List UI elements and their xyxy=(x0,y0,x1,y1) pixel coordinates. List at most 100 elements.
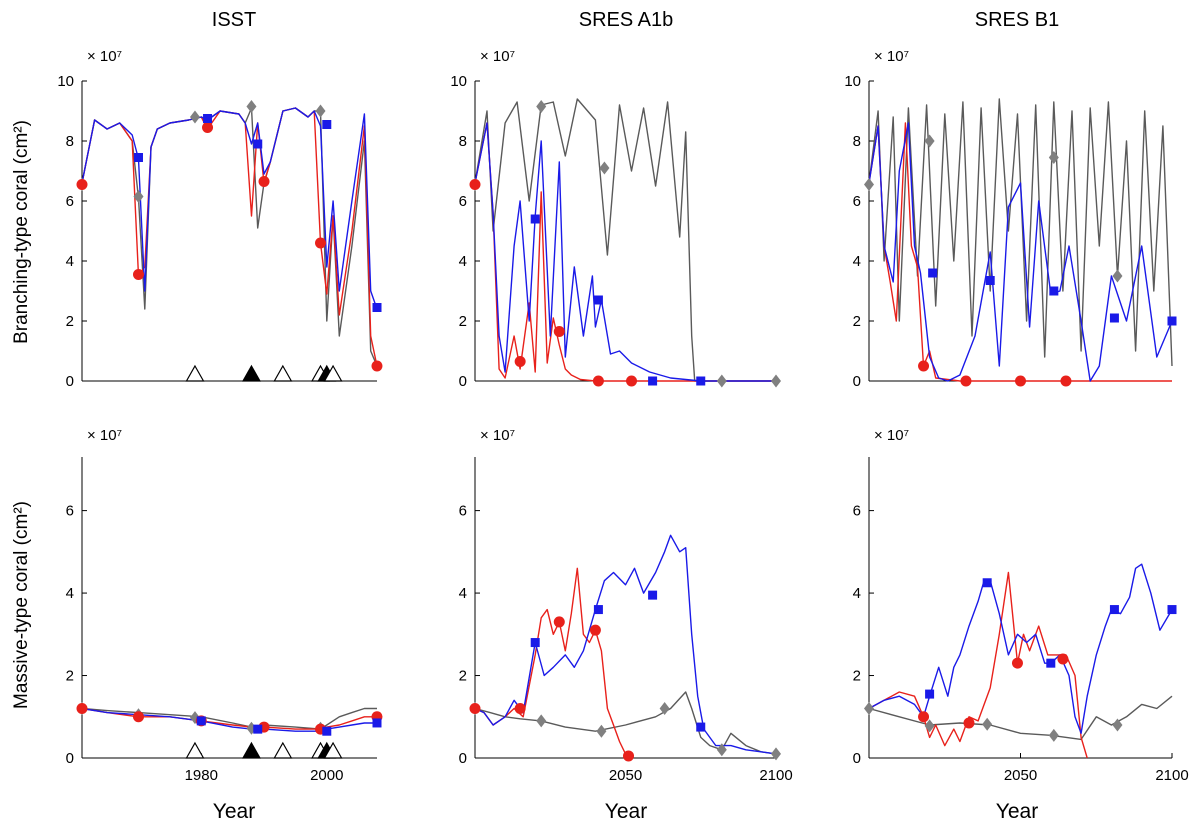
point-marker-square xyxy=(1049,286,1059,296)
point-marker-diamond xyxy=(536,100,547,113)
event-triangle-open xyxy=(185,364,205,382)
event-triangle-open xyxy=(185,741,205,759)
y-tick-label: 8 xyxy=(459,133,467,150)
point-marker-square xyxy=(925,689,935,699)
point-marker-square xyxy=(1167,605,1177,615)
point-marker-diamond xyxy=(982,717,993,731)
point-marker-circle xyxy=(1057,653,1069,665)
point-marker-square xyxy=(696,722,706,732)
series-line-gray xyxy=(868,695,1173,741)
point-marker-square xyxy=(985,276,995,285)
y-tick-label: 4 xyxy=(66,253,74,270)
point-marker-square xyxy=(1167,316,1177,326)
y-tick-label: 10 xyxy=(57,73,74,90)
x-tick-label: 2100 xyxy=(1155,767,1188,784)
point-marker-diamond xyxy=(1048,728,1059,742)
point-marker-diamond xyxy=(864,702,874,716)
point-marker-square xyxy=(982,578,992,588)
point-marker-diamond xyxy=(771,747,781,761)
point-marker-circle xyxy=(76,703,88,715)
point-marker-square xyxy=(253,724,263,734)
point-marker-circle xyxy=(132,269,144,280)
point-marker-square xyxy=(593,295,603,305)
point-marker-circle xyxy=(918,711,930,723)
point-marker-circle xyxy=(76,179,88,190)
point-marker-circle xyxy=(132,711,144,723)
point-marker-circle xyxy=(315,237,327,249)
y-tick-label: 6 xyxy=(853,503,861,520)
y-tick-label: 6 xyxy=(66,503,74,520)
y-tick-label: 0 xyxy=(853,373,861,390)
y-tick-label: 6 xyxy=(66,193,74,210)
y-tick-label: 0 xyxy=(459,373,467,390)
y-tick-label: 10 xyxy=(844,73,861,90)
series-line-blue xyxy=(868,563,1173,734)
point-marker-square xyxy=(530,214,540,224)
y-tick-label: 4 xyxy=(853,253,861,270)
x-tick-label: 1980 xyxy=(185,767,218,784)
x-tick-label: 2000 xyxy=(310,767,343,784)
point-marker-square xyxy=(1046,658,1056,668)
point-marker-circle xyxy=(1011,657,1023,669)
point-marker-diamond xyxy=(189,110,200,124)
series-line-gray xyxy=(474,691,777,755)
point-marker-circle xyxy=(514,356,526,367)
point-marker-diamond xyxy=(924,719,935,733)
series-line-blue xyxy=(474,122,776,382)
y-tick-label: 0 xyxy=(66,373,74,390)
point-marker-square xyxy=(322,120,332,129)
point-marker-circle xyxy=(623,750,635,762)
series-line-blue xyxy=(81,107,378,310)
y-tick-label: 0 xyxy=(853,750,861,767)
point-marker-circle xyxy=(469,179,481,190)
point-marker-circle xyxy=(553,616,565,628)
multiplier-branching-isst: × 10⁷ xyxy=(87,48,122,65)
y-tick-label: 2 xyxy=(853,313,861,330)
point-marker-circle xyxy=(918,360,930,372)
point-marker-diamond xyxy=(771,374,781,388)
panel-branching-a1b: 0 2 4 6 8 10 xyxy=(450,73,781,390)
panel-massive-b1: 0 2 4 6 2050 2100 xyxy=(853,457,1189,784)
y-tick-label: 6 xyxy=(459,193,467,210)
series-line-blue xyxy=(474,534,777,755)
y-tick-label: 2 xyxy=(66,668,74,685)
point-marker-circle xyxy=(963,717,975,729)
series-line-red xyxy=(868,122,1172,382)
series-line-red xyxy=(474,567,632,759)
y-tick-label: 4 xyxy=(459,253,467,270)
series-line-gray xyxy=(81,107,378,367)
point-marker-square xyxy=(372,303,382,312)
multiplier-massive-b1: × 10⁷ xyxy=(874,427,909,444)
point-marker-circle xyxy=(553,326,565,337)
series-line-red xyxy=(474,122,776,382)
y-tick-label: 0 xyxy=(459,750,467,767)
point-marker-diamond xyxy=(596,724,607,738)
point-marker-square xyxy=(648,590,658,600)
point-marker-diamond xyxy=(924,134,935,148)
point-marker-square xyxy=(530,638,540,648)
ylabel-branching: Branching-type coral (cm²) xyxy=(11,120,32,344)
event-triangle-open xyxy=(323,364,343,382)
y-tick-label: 10 xyxy=(450,73,467,90)
point-marker-square xyxy=(1109,313,1119,323)
y-tick-label: 4 xyxy=(66,585,74,602)
y-tick-label: 2 xyxy=(66,313,74,330)
y-tick-label: 8 xyxy=(853,133,861,150)
point-marker-diamond xyxy=(133,190,144,203)
point-marker-diamond xyxy=(716,374,727,388)
series-line-red xyxy=(81,107,378,367)
point-marker-diamond xyxy=(659,702,670,716)
event-triangle-filled xyxy=(241,741,261,759)
y-tick-label: 2 xyxy=(459,668,467,685)
panel-massive-isst: 0 2 4 6 1980 2000 xyxy=(66,457,383,784)
column-title-sres-a1b: SRES A1b xyxy=(579,9,674,31)
point-marker-circle xyxy=(258,176,270,187)
point-marker-circle xyxy=(469,703,481,715)
column-title-sres-b1: SRES B1 xyxy=(975,9,1059,31)
point-marker-square xyxy=(928,268,938,278)
y-tick-label: 4 xyxy=(459,585,467,602)
point-marker-circle xyxy=(589,624,601,636)
point-marker-circle xyxy=(960,375,972,387)
point-marker-diamond xyxy=(315,104,326,118)
